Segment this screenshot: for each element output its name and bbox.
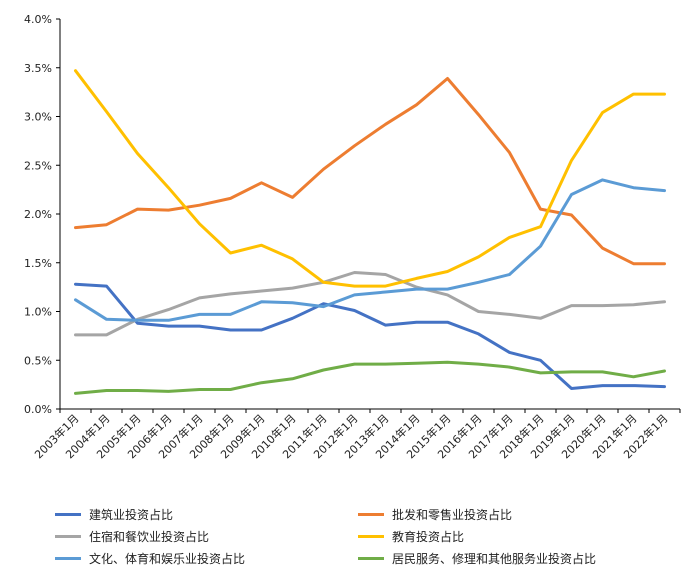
y-tick-label: 0.5% xyxy=(24,354,52,367)
series-line xyxy=(74,360,666,395)
series-line xyxy=(74,178,666,322)
series-line xyxy=(74,271,666,337)
y-tick-label: 4.0% xyxy=(24,13,52,26)
y-tick-label: 1.5% xyxy=(24,257,52,270)
y-tick-label: 1.0% xyxy=(24,306,52,319)
y-tick-label: 3.5% xyxy=(24,62,52,75)
y-tick-label: 0.0% xyxy=(24,403,52,416)
series-line xyxy=(74,282,666,390)
y-tick-label: 2.0% xyxy=(24,208,52,221)
y-tick-label: 2.5% xyxy=(24,159,52,172)
series-line xyxy=(74,69,666,288)
y-tick-label: 3.0% xyxy=(24,111,52,124)
series-line xyxy=(74,77,666,266)
